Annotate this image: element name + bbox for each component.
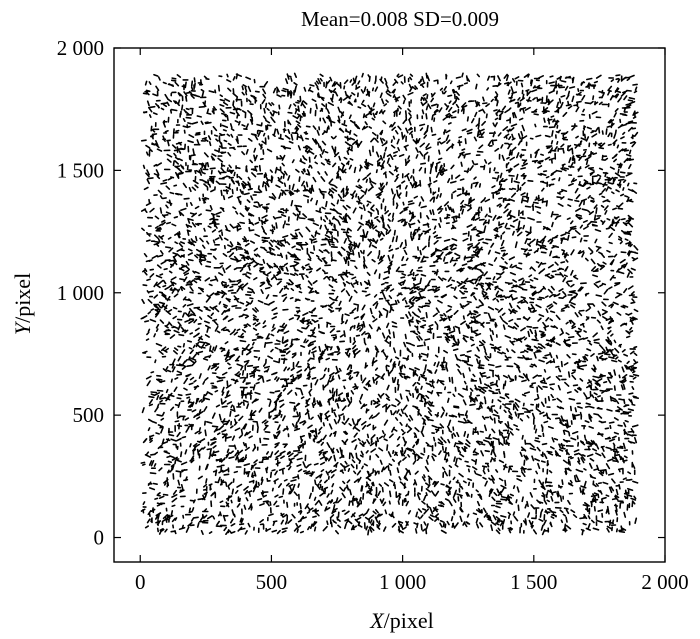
y-tick-label: 2 000: [57, 36, 104, 60]
x-axis-title: X/pixel: [369, 608, 434, 633]
x-tick-label: 2 000: [641, 570, 688, 594]
x-tick-label: 0: [135, 570, 146, 594]
y-axis-ticks: 0 500 1 000 1 500 2 000: [57, 36, 665, 550]
plot-frame: [113, 47, 666, 563]
x-axis-variable: X: [369, 608, 385, 633]
y-tick-label: 500: [73, 403, 105, 427]
vector-marks: [140, 72, 640, 536]
x-axis-ticks: 0 500 1 000 1 500 2 000: [135, 48, 689, 594]
x-tick-label: 1 000: [379, 570, 426, 594]
chart-title: Mean=0.008 SD=0.009: [301, 7, 499, 31]
x-tick-label: 1 500: [510, 570, 557, 594]
displacement-vectors: [140, 72, 640, 536]
x-tick-label: 500: [256, 570, 288, 594]
y-axis-unit: /pixel: [10, 273, 35, 323]
y-tick-label: 0: [94, 526, 105, 550]
y-tick-label: 1 000: [57, 281, 104, 305]
x-axis-unit: /pixel: [384, 608, 434, 633]
y-axis-variable: Y: [10, 320, 35, 335]
y-axis-title: Y/pixel: [10, 273, 35, 335]
y-tick-label: 1 500: [57, 158, 104, 182]
